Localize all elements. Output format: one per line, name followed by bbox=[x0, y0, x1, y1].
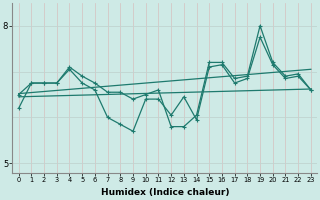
X-axis label: Humidex (Indice chaleur): Humidex (Indice chaleur) bbox=[100, 188, 229, 197]
